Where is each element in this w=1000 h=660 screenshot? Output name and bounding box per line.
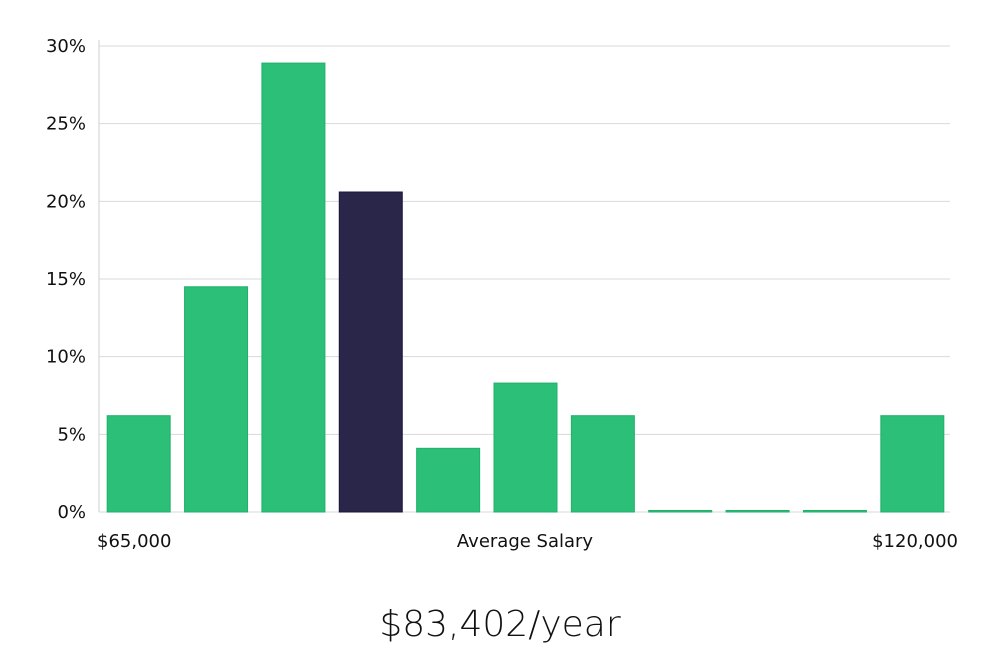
y-tick-label: 25% [46,114,86,135]
bar [725,510,790,513]
x-min-label: $65,000 [97,531,171,552]
bar [261,62,326,513]
bars [106,62,945,513]
y-tick-label: 15% [46,269,86,290]
y-tick-label: 20% [46,191,86,212]
bar-highlighted [338,191,403,513]
y-tick-label: 10% [46,347,86,368]
y-axis-tick-labels: 0% 5% 10% 15% 20% 25% 30% [46,36,86,523]
x-axis-title: Average Salary [457,531,594,552]
bar [648,510,713,513]
bar [416,447,481,513]
bar [570,415,635,513]
y-tick-label: 30% [46,36,86,57]
y-tick-label: 0% [57,502,86,523]
bar [184,286,249,513]
bar [880,415,945,513]
salary-histogram: 0% 5% 10% 15% 20% 25% 30% $65,000 Average Sala… [46,36,958,552]
bar [802,510,867,513]
x-max-label: $120,000 [872,531,958,552]
bar [493,382,558,513]
average-salary-value: $83,402/year [379,604,621,645]
bar [106,415,171,513]
y-tick-label: 5% [57,424,86,445]
